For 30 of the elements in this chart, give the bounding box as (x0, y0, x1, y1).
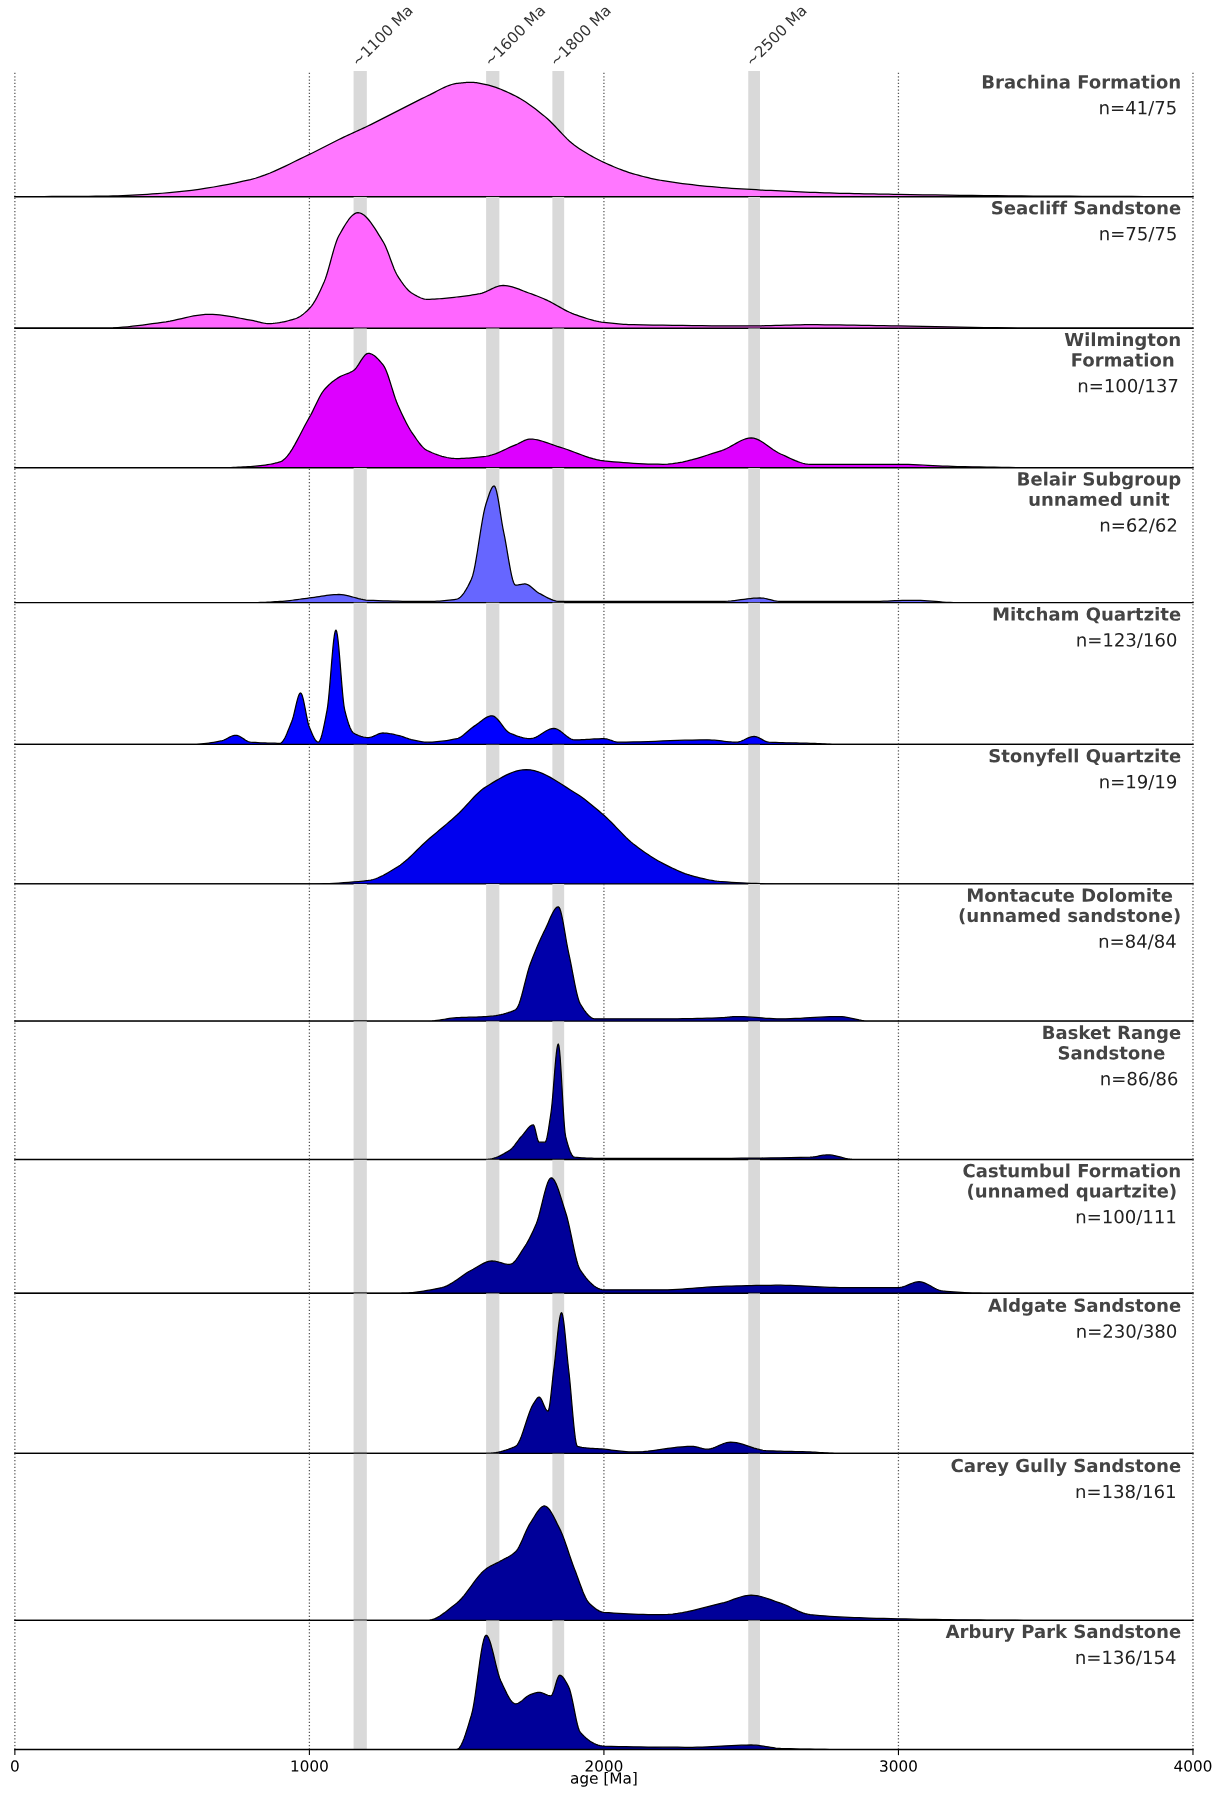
annotation: n=84/84 (1099, 934, 1176, 950)
chart-title: Aldgate Sandstone (988, 1298, 1181, 1316)
x-tick-label: 1000 (291, 1760, 328, 1772)
annotation: n=41/75 (1100, 101, 1176, 116)
annotation: n=100/137 (1078, 378, 1178, 394)
chart-title: Brachina Formation (982, 74, 1180, 89)
chart-title: Wilmington Formation (1064, 332, 1180, 367)
chart-title: Castumbul Formation (unnamed quartzite) (963, 1163, 1180, 1202)
text: n=138/161 (1076, 1484, 1175, 1500)
x-axis-title: age [Ma] (570, 1771, 637, 1787)
annotation: n=86/86 (1101, 1071, 1178, 1087)
chart-title: Arbury Park Sandstone (945, 1624, 1181, 1642)
chart-title: Seacliff Sandstone (992, 200, 1181, 215)
chart-title: Stonyfell Quartzite (989, 748, 1181, 767)
x-tick-label: 0 (11, 1760, 19, 1772)
x-tick-label: 4000 (1174, 1760, 1212, 1772)
annotation: n=19/19 (1100, 774, 1177, 790)
annotation: n=62/62 (1100, 518, 1177, 534)
annotation: n=230/380 (1077, 1324, 1177, 1340)
chart-title: Carey Gully Sandstone (951, 1458, 1181, 1477)
annotation: n=75/75 (1100, 226, 1176, 242)
annotation: n=100/111 (1076, 1209, 1176, 1225)
chart-title: Basket Range Sandstone (1043, 1025, 1181, 1060)
chart-title: Belair Subgroup unnamed unit (1018, 471, 1181, 507)
chart-title: Mitcham Quartzite (993, 606, 1181, 624)
annotation: n=123/160 (1077, 633, 1177, 649)
annotation: n=136/154 (1076, 1650, 1176, 1666)
x-tick-label: 3000 (880, 1760, 917, 1772)
chart-title: Montacute Dolomite (unnamed sandstone) (959, 888, 1180, 925)
x-tick-label: 2000 (585, 1760, 623, 1772)
